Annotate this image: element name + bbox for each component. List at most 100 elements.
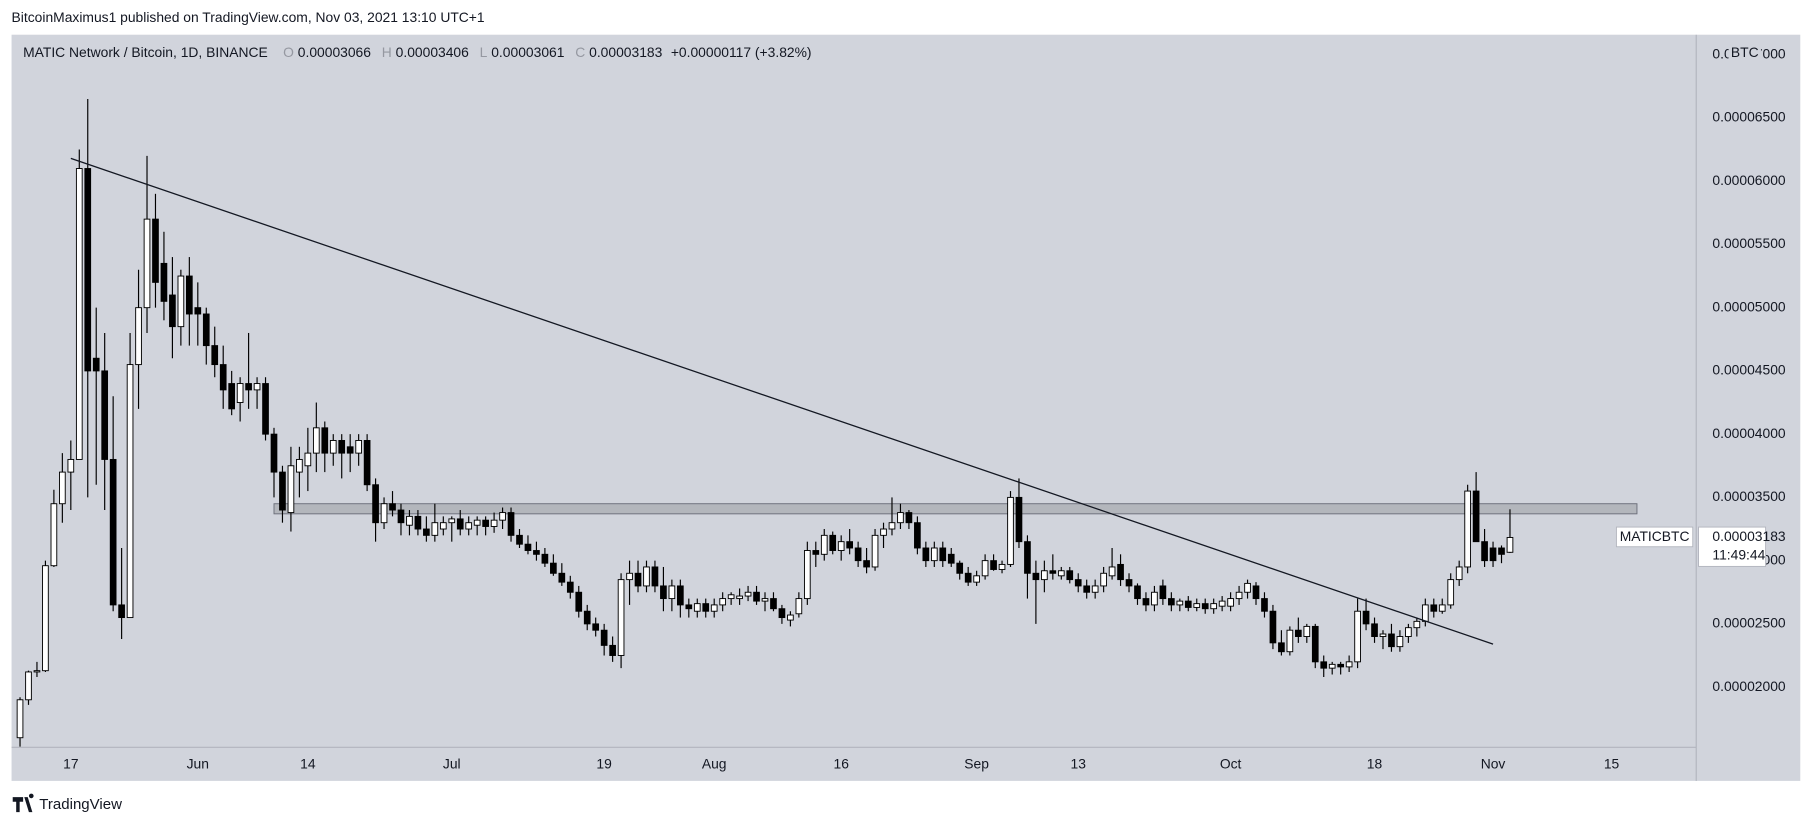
candle-body: [67, 458, 75, 473]
candle-body: [550, 562, 557, 574]
candle-body: [279, 471, 286, 511]
candle-body: [1151, 591, 1158, 606]
candle-body: [414, 515, 422, 530]
candle-body: [423, 528, 430, 536]
candle-body: [1498, 547, 1505, 555]
logo-icon: [12, 793, 34, 813]
candle-body: [600, 629, 608, 646]
candle-body: [33, 670, 41, 673]
candle-body: [1430, 604, 1438, 612]
bar-countdown: 11:49:44: [1712, 547, 1765, 563]
candle-body: [939, 547, 947, 562]
candle-body: [312, 427, 320, 454]
candle-body: [1303, 625, 1311, 637]
y-tick-label: 0.00006000: [1712, 172, 1785, 188]
candle-body: [575, 591, 583, 612]
candle-body: [617, 579, 625, 656]
candle-body: [1261, 598, 1268, 612]
candle-body: [304, 452, 312, 467]
candle-body: [914, 522, 921, 549]
candle-body: [490, 519, 498, 527]
candle-body: [1168, 598, 1175, 606]
candle-body: [1421, 604, 1429, 622]
candle-body: [905, 512, 913, 524]
candle-body: [270, 433, 278, 473]
candle-body: [1294, 629, 1302, 637]
candle-body: [854, 547, 862, 562]
x-tick-label: 14: [300, 755, 316, 771]
x-tick-label: Jun: [187, 755, 209, 771]
candle-body: [609, 644, 616, 656]
candle-body: [1024, 541, 1031, 574]
symbol-title: MATIC Network / Bitcoin, 1D, BINANCE: [23, 44, 268, 60]
candle-body: [973, 575, 980, 583]
candle-body: [626, 572, 633, 581]
symbol-tag-bg: [1615, 526, 1694, 548]
candle-body: [346, 446, 354, 454]
axes: 0.000020000.000025000.000030000.00003500…: [63, 44, 1786, 771]
high-value: 0.00003406: [396, 44, 469, 60]
ohlc-label: L: [480, 44, 488, 60]
trendline: [70, 157, 1494, 645]
x-tick-label: Jul: [443, 755, 461, 771]
candle-body: [693, 603, 701, 612]
candle-body: [1041, 570, 1048, 581]
candle-body: [118, 604, 125, 619]
open-value: 0.00003066: [298, 44, 371, 60]
candle-body: [1235, 591, 1243, 600]
candle-body: [448, 518, 456, 524]
candle-body: [1083, 585, 1091, 593]
candle-body: [84, 168, 92, 372]
candle-body: [1447, 579, 1455, 606]
candle-body: [956, 562, 964, 574]
candle-body: [888, 522, 896, 530]
candle-body: [795, 598, 803, 615]
candle-body: [1159, 585, 1167, 600]
candle-body: [152, 218, 159, 283]
candle-body: [1388, 633, 1395, 648]
x-tick-label: 17: [63, 755, 79, 771]
candle-body: [75, 168, 83, 460]
candle-body: [1286, 629, 1294, 653]
candle-body: [897, 512, 904, 524]
candle-body: [1405, 627, 1412, 637]
x-tick-label: 18: [1367, 755, 1383, 771]
candle-body: [566, 581, 574, 593]
candle-body: [685, 604, 693, 610]
candle-body: [753, 591, 760, 602]
candle-body: [50, 503, 58, 567]
candle-body: [1481, 541, 1488, 562]
candle-body: [1396, 636, 1404, 648]
candle-body: [1125, 579, 1133, 587]
candle-body: [465, 522, 473, 530]
candle-body: [372, 484, 379, 524]
candle-body: [922, 547, 930, 562]
candle-body: [710, 604, 718, 612]
candle-body: [1032, 572, 1040, 581]
candle-body: [499, 512, 506, 521]
candle-body: [770, 598, 777, 610]
candle-body: [1328, 663, 1336, 669]
candle-body: [1362, 610, 1370, 625]
candle-body: [219, 364, 227, 391]
candle-body: [558, 572, 566, 583]
candle-body: [1413, 620, 1421, 629]
candle-body: [59, 471, 66, 505]
plot: [16, 98, 1638, 747]
y-tick-label: 0.00003500: [1712, 488, 1785, 504]
candle-body: [533, 550, 540, 555]
candle-body: [1117, 563, 1124, 581]
candle-body: [1218, 600, 1226, 607]
candle-body: [1438, 604, 1446, 612]
candle-body: [143, 218, 151, 309]
candle-body: [1193, 603, 1201, 608]
candle-body: [363, 440, 371, 486]
candle-body: [380, 503, 388, 524]
candle-body: [185, 275, 193, 315]
candle-body: [998, 563, 1006, 570]
candle-body: [660, 585, 667, 600]
candle-body: [837, 541, 845, 551]
candle-body: [1311, 625, 1319, 663]
candle-body: [947, 553, 955, 564]
candle-body: [236, 383, 244, 403]
